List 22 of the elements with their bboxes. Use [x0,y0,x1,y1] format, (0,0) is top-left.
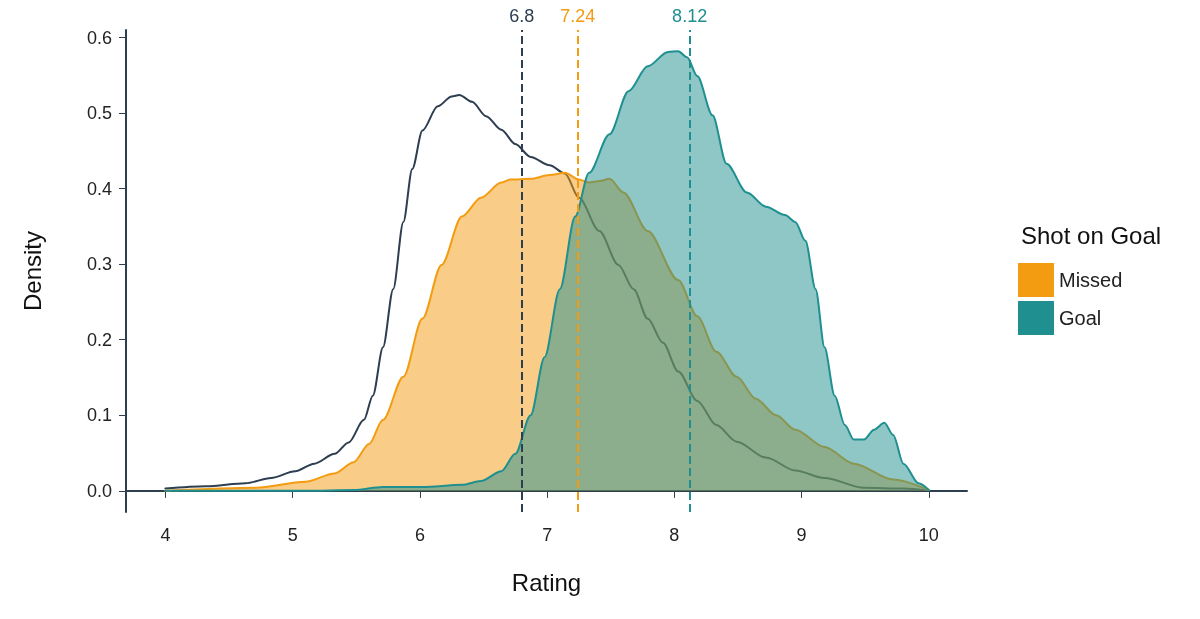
y-tick-label: 0.6 [86,27,112,48]
x-axis-title: Rating [511,568,582,596]
y-axis-title: Density [18,230,46,312]
ref-line-label: 8.12 [672,6,708,26]
x-tick-label: 7 [542,525,553,545]
x-tick-label: 10 [918,525,939,545]
x-tick-label: 5 [287,525,298,545]
legend-label: Goal [1059,307,1102,329]
y-tick-label: 0.1 [86,405,112,426]
x-tick-label: 8 [669,525,680,545]
y-tick-label: 0.2 [86,329,112,350]
ref-line-label: 6.8 [509,6,535,26]
y-tick-label: 0.3 [86,254,112,275]
x-tick-label: 6 [414,525,425,545]
y-tick-label: 0.0 [86,480,112,501]
y-tick-label: 0.5 [86,103,112,124]
ref-line-label: 7.24 [560,6,596,26]
legend-label: Missed [1059,269,1123,291]
x-tick-label: 4 [160,525,171,545]
y-tick-label: 0.4 [86,178,112,199]
x-tick-label: 9 [796,525,807,545]
legend-title: Shot on Goal [1021,221,1162,249]
